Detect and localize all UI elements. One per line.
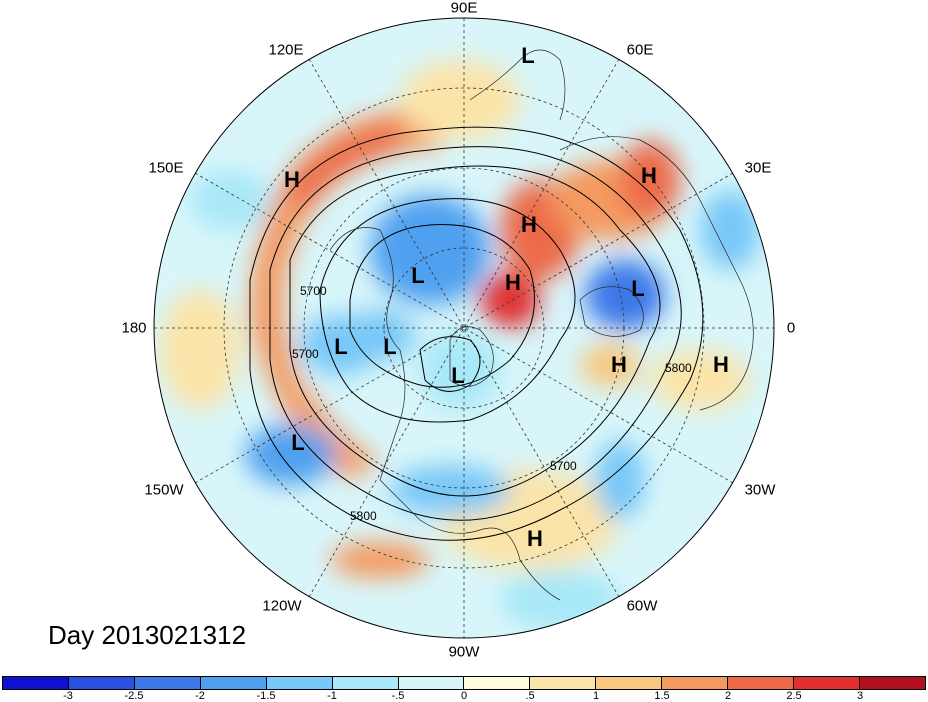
colorbar-swatch <box>3 677 69 689</box>
colorbar-swatch <box>332 677 399 689</box>
lon-label-150e: 150E <box>148 159 184 177</box>
pressure-center-label: H <box>284 167 300 192</box>
colorbar-swatch <box>68 677 135 689</box>
colorbar-tick-label: .5 <box>525 690 535 702</box>
pressure-center-label: L <box>383 334 397 359</box>
map-boundary <box>153 17 775 639</box>
colorbar <box>2 676 926 690</box>
lon-label-60w: 60W <box>626 597 658 615</box>
colorbar-swatch <box>859 677 925 689</box>
colorbar-swatch <box>134 677 201 689</box>
colorbar-tick-label: -1.5 <box>256 690 276 702</box>
colorbar-tick-label: 0 <box>460 690 468 702</box>
pressure-center-label: L <box>291 430 305 455</box>
day-label: Day 2013021312 <box>48 620 247 650</box>
colorbar-swatch <box>596 677 663 689</box>
contour-label: 5700 <box>292 347 319 361</box>
colorbar-swatch <box>530 677 597 689</box>
height-contours <box>249 126 704 541</box>
colorbar-swatch <box>266 677 333 689</box>
lon-label-90w: 90W <box>448 643 480 661</box>
pressure-center-label: H <box>505 270 521 295</box>
pressure-center-label: L <box>521 43 535 68</box>
colorbar-tick-label: -3 <box>63 690 73 702</box>
pressure-center-label: L <box>411 263 425 288</box>
contour-label: 5800 <box>665 361 692 375</box>
pressure-center-label: L <box>334 334 348 359</box>
pressure-center-label: H <box>713 352 729 377</box>
pressure-center-label: H <box>611 352 627 377</box>
colorbar-swatch <box>398 677 465 689</box>
lon-label-0: 0 <box>786 319 796 337</box>
colorbar-swatch <box>794 677 860 689</box>
colorbar-swatch <box>200 677 267 689</box>
lon-label-120e: 120E <box>268 41 304 59</box>
graticule <box>154 18 774 638</box>
pressure-center-label: H <box>521 212 537 237</box>
colorbar-swatch <box>464 677 531 689</box>
contour-label: 5700 <box>300 284 327 298</box>
contour-label: 5800 <box>350 509 377 523</box>
colorbar-tick-label: -.5 <box>391 690 405 702</box>
pressure-center-label: H <box>641 163 657 188</box>
colorbar-tick-label: -1 <box>327 690 337 702</box>
coastlines <box>329 49 754 601</box>
colorbar-tick-label: 1.5 <box>654 690 670 702</box>
lon-label-60e: 60E <box>626 41 654 59</box>
colorbar-tick-label: -2.5 <box>124 690 144 702</box>
colorbar-tick-label: 2 <box>724 690 732 702</box>
lon-label-150w: 150W <box>144 481 184 499</box>
lon-label-180: 180 <box>121 319 147 337</box>
colorbar-tick-label: -2 <box>195 690 205 702</box>
lon-label-120w: 120W <box>262 597 302 615</box>
lon-label-30e: 30E <box>744 159 772 177</box>
colorbar-tick-label: 3 <box>856 690 864 702</box>
pressure-center-label: L <box>451 363 465 388</box>
pressure-center-label: L <box>631 276 645 301</box>
pressure-center-label: H <box>527 526 543 551</box>
anomaly-shading <box>160 60 760 630</box>
contour-label: 5700 <box>550 459 577 473</box>
colorbar-tick-label: 2.5 <box>786 690 802 702</box>
colorbar-swatch <box>662 677 729 689</box>
colorbar-swatch <box>728 677 795 689</box>
colorbar-tick-label: 1 <box>592 690 600 702</box>
lon-label-90e: 90E <box>450 0 478 17</box>
lon-label-30w: 30W <box>744 481 776 499</box>
